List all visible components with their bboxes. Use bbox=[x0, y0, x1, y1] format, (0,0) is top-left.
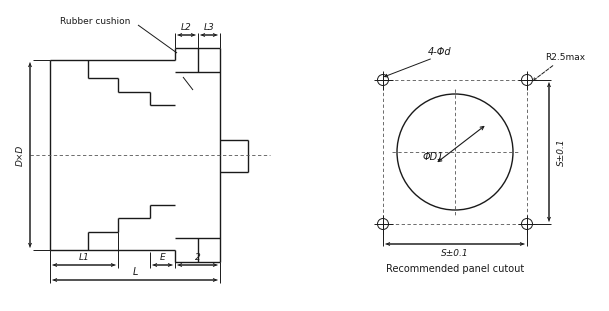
Text: L1: L1 bbox=[79, 253, 90, 262]
Text: D×D: D×D bbox=[15, 144, 24, 166]
Text: E: E bbox=[160, 253, 166, 262]
Text: Rubber cushion: Rubber cushion bbox=[60, 17, 130, 26]
Text: L3: L3 bbox=[203, 22, 214, 31]
Text: 4-Φd: 4-Φd bbox=[428, 47, 452, 57]
Text: R2.5max: R2.5max bbox=[545, 53, 585, 63]
Text: L: L bbox=[132, 267, 138, 277]
Text: S±0.1: S±0.1 bbox=[557, 138, 566, 166]
Text: ΦD1: ΦD1 bbox=[422, 152, 444, 162]
Text: 2: 2 bbox=[195, 253, 200, 262]
Text: L2: L2 bbox=[181, 22, 192, 31]
Text: Recommended panel cutout: Recommended panel cutout bbox=[386, 264, 524, 274]
Text: S±0.1: S±0.1 bbox=[441, 249, 469, 258]
